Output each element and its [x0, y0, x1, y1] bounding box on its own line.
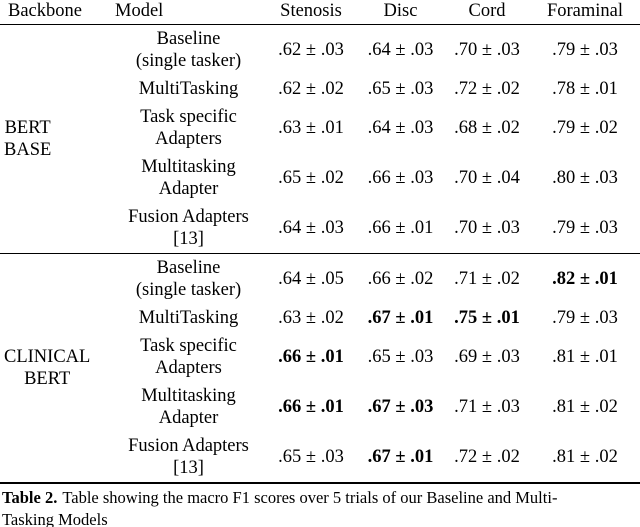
caption-label: Table 2. — [2, 488, 58, 507]
score-cell: .71 ± .03 — [454, 397, 520, 417]
model-cell: Task specific Adapters — [140, 336, 237, 378]
score-cell: .78 ± .01 — [552, 79, 618, 99]
model-cell: Fusion Adapters [13] — [128, 207, 249, 249]
table-header-row: Backbone Model Stenosis Disc Cord Forami… — [0, 0, 640, 25]
score-cell: .81 ± .01 — [552, 347, 618, 367]
caption-text: Table showing the macro F1 scores over 5… — [2, 488, 558, 527]
model-cell: Fusion Adapters [13] — [128, 436, 249, 478]
model-cell: MultiTasking — [138, 308, 239, 328]
score-cell: .67 ± .03 — [367, 397, 434, 417]
score-cell: .66 ± .01 — [278, 347, 344, 367]
score-cell: .67 ± .01 — [367, 447, 434, 467]
model-cell: Multitasking Adapter — [141, 386, 236, 428]
header-disc: Disc — [357, 0, 444, 25]
header-model: Model — [112, 0, 265, 25]
score-cell: .79 ± .03 — [552, 40, 618, 60]
score-cell: .80 ± .03 — [552, 168, 618, 188]
table-row: Task specific Adapters .63 ± .01 .64 ± .… — [0, 103, 640, 153]
backbone-cell: BERT BASE — [0, 25, 112, 254]
model-cell: MultiTasking — [138, 79, 239, 99]
score-cell: .79 ± .03 — [552, 308, 618, 328]
table-row: Multitasking Adapter .65 ± .02 .66 ± .03… — [0, 153, 640, 203]
table-row: MultiTasking .62 ± .02 .65 ± .03 .72 ± .… — [0, 75, 640, 103]
score-cell: .62 ± .03 — [278, 40, 344, 60]
score-cell: .75 ± .01 — [454, 308, 520, 328]
results-table: Backbone Model Stenosis Disc Cord Forami… — [0, 0, 640, 484]
table-row: Fusion Adapters [13] .64 ± .03 .66 ± .01… — [0, 203, 640, 254]
table-row: Fusion Adapters [13] .65 ± .03 .67 ± .01… — [0, 432, 640, 483]
table-row: Task specific Adapters .66 ± .01 .65 ± .… — [0, 332, 640, 382]
score-cell: .66 ± .02 — [367, 269, 434, 289]
score-cell: .67 ± .01 — [367, 308, 434, 328]
score-cell: .65 ± .03 — [367, 347, 434, 367]
model-cell: Baseline (single tasker) — [135, 258, 242, 300]
header-cord: Cord — [444, 0, 530, 25]
score-cell: .64 ± .03 — [367, 40, 434, 60]
score-cell: .70 ± .03 — [454, 40, 520, 60]
score-cell: .64 ± .03 — [367, 118, 434, 138]
score-cell: .63 ± .01 — [278, 118, 344, 138]
header-foraminal: Foraminal — [530, 0, 640, 25]
table-caption: Table 2. Table showing the macro F1 score… — [0, 487, 640, 527]
score-cell: .64 ± .05 — [278, 269, 344, 289]
score-cell: .68 ± .02 — [454, 118, 520, 138]
score-cell: .63 ± .02 — [278, 308, 344, 328]
score-cell: .70 ± .03 — [454, 218, 520, 238]
score-cell: .66 ± .01 — [278, 397, 344, 417]
score-cell: .72 ± .02 — [454, 79, 520, 99]
score-cell: .66 ± .03 — [367, 168, 434, 188]
score-cell: .71 ± .02 — [454, 269, 520, 289]
header-stenosis: Stenosis — [265, 0, 357, 25]
score-cell: .65 ± .02 — [278, 168, 344, 188]
header-backbone: Backbone — [0, 0, 112, 25]
backbone-label: BERT BASE — [4, 118, 52, 160]
model-cell: Multitasking Adapter — [141, 157, 236, 199]
table-row: BERT BASE Baseline (single tasker) .62 ±… — [0, 25, 640, 160]
backbone-label: CLINICAL BERT — [4, 347, 91, 389]
group-clinical-bert: CLINICAL BERT Baseline (single tasker) .… — [0, 253, 640, 484]
score-cell: .62 ± .02 — [278, 79, 344, 99]
model-cell: Baseline (single tasker) — [135, 29, 242, 71]
score-cell: .79 ± .02 — [552, 118, 618, 138]
table-row: CLINICAL BERT Baseline (single tasker) .… — [0, 254, 640, 389]
score-cell: .72 ± .02 — [454, 447, 520, 467]
score-cell: .64 ± .03 — [278, 218, 344, 238]
model-cell: Task specific Adapters — [140, 107, 237, 149]
group-bert-base: BERT BASE Baseline (single tasker) .62 ±… — [0, 25, 640, 254]
score-cell: .79 ± .03 — [552, 218, 618, 238]
score-cell: .66 ± .01 — [367, 218, 434, 238]
score-cell: .69 ± .03 — [454, 347, 520, 367]
score-cell: .70 ± .04 — [454, 168, 520, 188]
score-cell: .65 ± .03 — [367, 79, 434, 99]
table-row: MultiTasking .63 ± .02 .67 ± .01 .75 ± .… — [0, 304, 640, 332]
score-cell: .81 ± .02 — [552, 397, 618, 417]
table-row: Multitasking Adapter .66 ± .01 .67 ± .03… — [0, 382, 640, 432]
score-cell: .82 ± .01 — [552, 269, 618, 289]
backbone-cell: CLINICAL BERT — [0, 254, 112, 484]
score-cell: .81 ± .02 — [552, 447, 618, 467]
score-cell: .65 ± .03 — [278, 447, 344, 467]
